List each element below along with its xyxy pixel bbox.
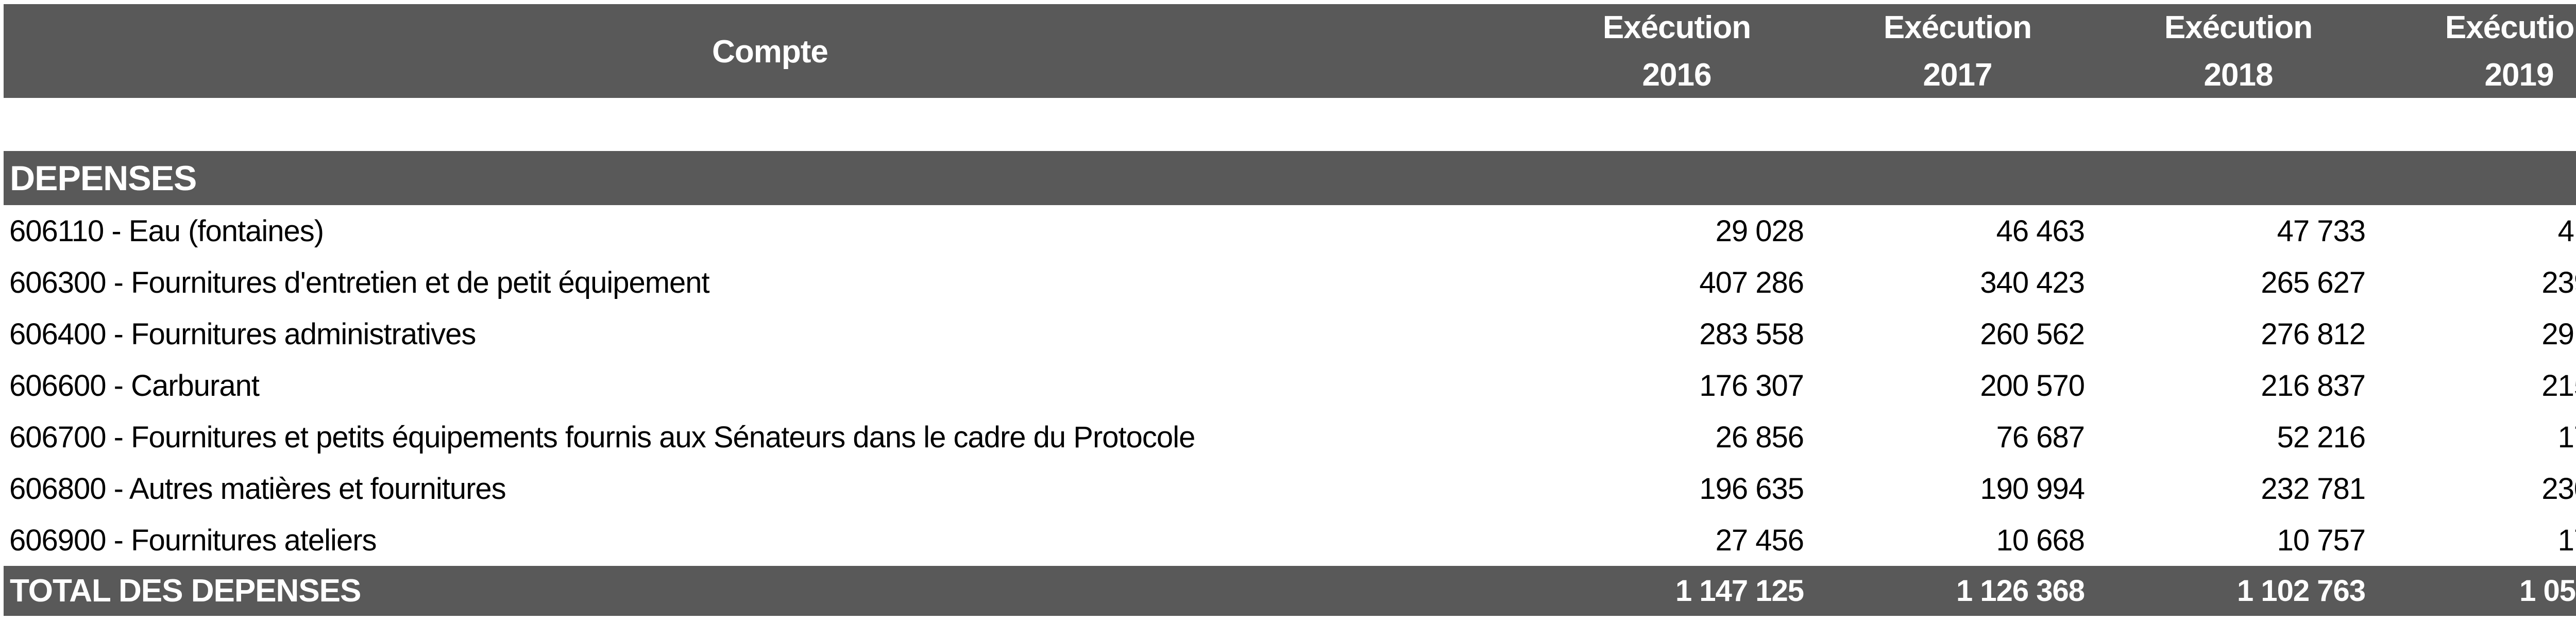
account-label: 606110 - Eau (fontaines) <box>9 214 324 248</box>
value-cell: 200 570 <box>1980 368 2085 403</box>
value-cell: 190 994 <box>1980 472 2085 506</box>
account-label: 606600 - Carburant <box>9 368 260 403</box>
year-header-line2: 2018 <box>2204 57 2274 93</box>
account-row: 606900 - Fournitures ateliers 27 456 10 … <box>4 514 2576 566</box>
value-cell: 1 102 763 <box>2236 574 2366 608</box>
value-cell: 283 558 <box>1699 317 1804 351</box>
table-header-row: Compte Exécution 2016 Exécution 2017 Exé… <box>4 4 2576 98</box>
value-cell: 340 423 <box>1980 265 2085 299</box>
section-header-depenses: DEPENSES <box>4 151 2576 205</box>
account-row: 606700 - Fournitures et petits équipemen… <box>4 411 2576 463</box>
column-header-year: Exécution 2019 <box>2379 4 2576 99</box>
account-row: 606300 - Fournitures d'entretien et de p… <box>4 257 2576 308</box>
value-cell: 291 423 <box>2541 317 2576 351</box>
value-cell: 232 781 <box>2261 472 2366 506</box>
account-row: 606800 - Autres matières et fournitures … <box>4 463 2576 514</box>
value-cell: 17 312 <box>2557 420 2576 454</box>
value-cell: 27 456 <box>1715 523 1804 557</box>
value-cell: 10 668 <box>1996 523 2085 557</box>
value-cell: 10 757 <box>2277 523 2366 557</box>
value-cell: 41 068 <box>2557 214 2576 248</box>
value-cell: 29 028 <box>1715 214 1804 248</box>
column-header-year: Exécution 2016 <box>1536 4 1817 99</box>
total-label: TOTAL DES DEPENSES <box>10 573 361 609</box>
blank-row <box>4 98 2576 151</box>
value-cell: 17 275 <box>2557 523 2576 557</box>
year-header-line1: Exécution <box>2164 10 2313 45</box>
account-label: 606900 - Fournitures ateliers <box>9 523 377 557</box>
value-cell: 276 812 <box>2261 317 2366 351</box>
year-header-line1: Exécution <box>1602 10 1751 45</box>
value-cell: 239 948 <box>2541 265 2576 299</box>
value-cell: 1 052 711 <box>2519 574 2576 608</box>
value-cell: 26 856 <box>1715 420 1804 454</box>
column-header-year: Exécution 2017 <box>1817 4 2098 99</box>
total-row: TOTAL DES DEPENSES 1 147 125 1 126 368 1… <box>4 566 2576 616</box>
account-label: 606400 - Fournitures administratives <box>9 317 476 351</box>
year-header-line1: Exécution <box>2445 10 2576 45</box>
value-cell: 47 733 <box>2277 214 2366 248</box>
value-cell: 46 463 <box>1996 214 2085 248</box>
value-cell: 260 562 <box>1980 317 2085 351</box>
account-row: 606600 - Carburant 176 307 200 570 216 8… <box>4 360 2576 411</box>
value-cell: 76 687 <box>1996 420 2085 454</box>
value-cell: 52 216 <box>2277 420 2366 454</box>
section-title: DEPENSES <box>10 158 197 198</box>
account-label: 606800 - Autres matières et fournitures <box>9 472 506 506</box>
value-cell: 1 126 368 <box>1956 574 2085 608</box>
account-label: 606300 - Fournitures d'entretien et de p… <box>9 265 710 299</box>
account-row: 606110 - Eau (fontaines) 29 028 46 463 4… <box>4 205 2576 257</box>
value-cell: 196 635 <box>1699 472 1804 506</box>
value-cell: 230 228 <box>2541 472 2576 506</box>
account-label: 606700 - Fournitures et petits équipemen… <box>9 420 1195 454</box>
value-cell: 216 837 <box>2261 368 2366 403</box>
value-cell: 265 627 <box>2261 265 2366 299</box>
account-row: 606400 - Fournitures administratives 283… <box>4 308 2576 360</box>
year-header-line2: 2016 <box>1642 57 1712 93</box>
year-header-line1: Exécution <box>1883 10 2032 45</box>
year-header-line2: 2019 <box>2484 57 2554 93</box>
value-cell: 1 147 125 <box>1675 574 1804 608</box>
value-cell: 215 457 <box>2541 368 2576 403</box>
value-cell: 407 286 <box>1699 265 1804 299</box>
value-cell: 176 307 <box>1699 368 1804 403</box>
account-rows: 606110 - Eau (fontaines) 29 028 46 463 4… <box>4 205 2576 566</box>
column-header-compte: Compte <box>712 33 828 70</box>
year-header-line2: 2017 <box>1923 57 1993 93</box>
column-header-year: Exécution 2018 <box>2098 4 2379 99</box>
